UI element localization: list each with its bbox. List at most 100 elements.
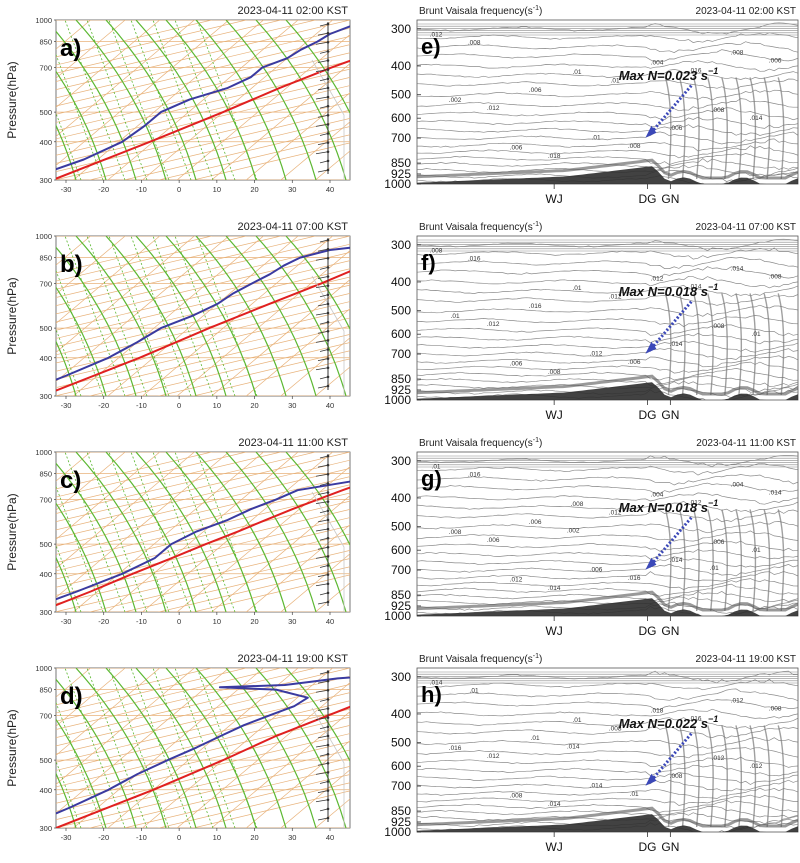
contour-label: .012 [609, 509, 622, 516]
wind-barb [317, 142, 329, 146]
wind-barb [317, 790, 329, 794]
adiabat-line [285, 236, 350, 331]
adiabat-line [285, 452, 350, 547]
wind-barb [315, 123, 329, 127]
wind-barb [319, 726, 329, 730]
mixing-ratio-line [64, 452, 126, 612]
contour-line [417, 361, 798, 374]
wind-barb [315, 473, 329, 477]
y-tick-label: 400 [39, 570, 52, 579]
wind-barb [317, 708, 329, 711]
dry-adiabat-grid-line [56, 20, 247, 66]
y-tick-label: 500 [391, 520, 411, 534]
contour-label: .01 [531, 735, 540, 742]
wind-barb [319, 133, 329, 136]
wind-barb [317, 276, 329, 279]
mixing-ratio-line [64, 236, 126, 396]
mountain-wave-contour [692, 293, 700, 396]
y-tick-label: 400 [391, 707, 411, 721]
y-tick-label: 400 [39, 354, 52, 363]
y-tick-label: 700 [39, 711, 52, 720]
x-tick-label: -20 [98, 401, 109, 410]
boundary-layer-contours [417, 374, 798, 396]
mountain-wave-contour [721, 725, 728, 828]
wind-barb [319, 753, 329, 757]
contour-label: .018 [651, 707, 664, 714]
dry-adiabat-grid-line [56, 20, 350, 91]
station-tick-label: GN [661, 624, 679, 638]
x-tick-label: 40 [326, 833, 334, 842]
station-tick-label: DG [639, 624, 657, 638]
mountain-wave-contour [763, 509, 771, 612]
mountain-wave-contour [777, 725, 785, 828]
panel-label: g) [421, 466, 442, 491]
wind-barb [315, 257, 329, 261]
skewt-panel-a: -30 -20 -10 0 10 20 30 40 300 400 500 700 850 1000 202… [5, 5, 351, 194]
wind-barb [315, 583, 329, 587]
dry-adiabat-grid-line [191, 790, 350, 828]
wind-barb [317, 330, 329, 334]
dry-adiabat-grid-line [56, 452, 281, 506]
x-tick-label: 40 [326, 185, 334, 194]
mountain-wave-contour [777, 77, 785, 180]
temperature-profile [56, 59, 350, 180]
mountain-wave-contour [707, 77, 714, 180]
y-tick-label: 500 [39, 108, 52, 117]
dry-adiabat-grid-line [122, 558, 350, 612]
contour-label: .008 [548, 369, 561, 376]
isotherm-line [314, 366, 350, 396]
station-tick-label: DG [639, 192, 657, 206]
adiabat-line [195, 20, 287, 180]
wind-barb [317, 601, 329, 605]
contour-label: .01 [572, 717, 581, 724]
mixing-ratio-line [64, 668, 126, 828]
temperature-profile [56, 486, 350, 607]
y-tick-label: 850 [39, 38, 52, 47]
y-tick-label: 925 [391, 815, 411, 829]
y-tick-label: 300 [391, 238, 411, 252]
contour-line [417, 22, 798, 35]
dry-adiabat-grid-line [88, 765, 350, 828]
adiabat-line [165, 452, 257, 612]
isotherm-line [56, 236, 126, 295]
contour-line [417, 107, 798, 121]
contour-line [417, 347, 798, 360]
wind-barb [319, 294, 329, 298]
contour-line [417, 49, 798, 63]
x-tick-label: -20 [98, 833, 109, 842]
y-tick-label: 925 [391, 167, 411, 181]
panel-label: e) [421, 34, 441, 59]
dry-adiabat-grid-line [88, 117, 350, 180]
dry-adiabat-grid-line [122, 126, 350, 180]
contour-line [417, 238, 798, 251]
adiabat-line [56, 502, 107, 612]
mountain-wave-contour [664, 509, 672, 612]
dry-adiabat-grid-line [88, 549, 350, 612]
hodograph-border [311, 275, 345, 396]
mountain-wave-contour [777, 509, 785, 612]
adiabat-line [75, 20, 167, 180]
mountain-wave-contour [777, 293, 785, 396]
isotherm-line [56, 236, 160, 324]
contour-label: .016 [529, 303, 542, 310]
boundary-layer-contours [417, 806, 798, 828]
dry-adiabat-grid-line [56, 20, 281, 74]
y-tick-label: 1000 [384, 825, 411, 839]
mountain-wave-contour [678, 77, 686, 180]
max-n-arrow [648, 732, 693, 784]
y-tick-label: 700 [391, 347, 411, 361]
skewt-plot-area [56, 668, 350, 828]
contour-line [417, 556, 798, 568]
x-tick-label: 10 [213, 401, 221, 410]
contour-label: .01 [630, 791, 639, 798]
contour-label: .016 [468, 472, 481, 479]
contour-line [417, 294, 798, 306]
wind-barb [315, 96, 329, 100]
adiabat-line [135, 452, 227, 612]
y-tick-label: 700 [391, 779, 411, 793]
mixing-ratio-line [152, 236, 214, 396]
y-tick-label: 1000 [384, 393, 411, 407]
contour-line [417, 688, 798, 702]
max-n-annotation: Max N=0.018 s−1 [619, 282, 719, 299]
adiabat-line [105, 668, 197, 828]
